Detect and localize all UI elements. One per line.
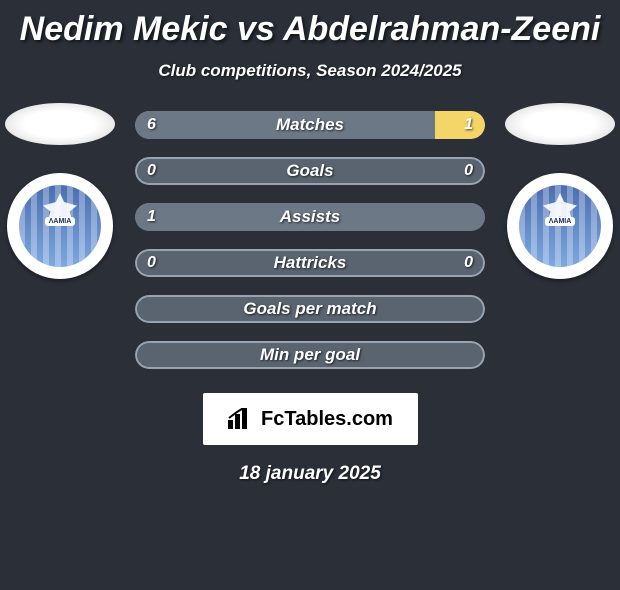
- stat-bars: Matches61Goals00Assists1Hattricks00Goals…: [135, 111, 485, 369]
- bars-icon: [227, 408, 253, 430]
- stat-bar-left-value: 6: [147, 116, 156, 134]
- stat-bar-label: Min per goal: [260, 345, 360, 365]
- player-right-club-text: ΛΑΜΙΑ: [545, 217, 576, 226]
- stat-bar-row: Assists 1: [135, 203, 485, 231]
- subtitle: Club competitions, Season 2024/2025: [0, 61, 620, 81]
- stat-bar-label: Hattricks: [274, 253, 347, 273]
- stat-bar-right-value: 0: [464, 162, 473, 180]
- player-left-column: ΛΑΜΙΑ: [0, 103, 120, 279]
- footer-brand-logo: FcTables.com: [203, 393, 418, 445]
- stat-bar-left-value: 0: [147, 254, 156, 272]
- stat-bar-row: Hattricks 0 0: [135, 249, 485, 277]
- player-left-club-badge: ΛΑΜΙΑ: [7, 173, 113, 279]
- player-right-column: ΛΑΜΙΑ: [500, 103, 620, 279]
- stat-bar-left-value: 1: [147, 208, 156, 226]
- stat-bar-row: Goals per match: [135, 295, 485, 323]
- stat-bar-right-fill: [435, 111, 485, 139]
- footer-date: 18 january 2025: [0, 463, 620, 485]
- stat-bar-row: Min per goal: [135, 341, 485, 369]
- stat-bar-right-value: 1: [464, 116, 473, 134]
- player-left-avatar-placeholder: [5, 103, 115, 145]
- player-left-club-text: ΛΑΜΙΑ: [45, 217, 76, 226]
- stat-bar-label: Goals per match: [243, 299, 376, 319]
- stat-bar-row: Goals 0 0: [135, 157, 485, 185]
- stat-bar-right-value: 0: [464, 254, 473, 272]
- stat-bar-label: Goals: [286, 161, 333, 181]
- stat-bar-row: Matches 6 1: [135, 111, 485, 139]
- player-right-club-badge: ΛΑΜΙΑ: [507, 173, 613, 279]
- page-title: Nedim Mekic vs Abdelrahman-Zeeni: [0, 10, 620, 49]
- footer-brand-text: FcTables.com: [261, 408, 393, 431]
- comparison-content: ΛΑΜΙΑ ΛΑΜΙΑ Matches 6 1 Goals 0 0 Assists 1 Hatt…: [0, 111, 620, 369]
- stat-bar-label: Assists: [280, 207, 340, 227]
- stat-bar-left-value: 0: [147, 162, 156, 180]
- stat-bar-label: Matches: [276, 115, 344, 135]
- player-right-avatar-placeholder: [505, 103, 615, 145]
